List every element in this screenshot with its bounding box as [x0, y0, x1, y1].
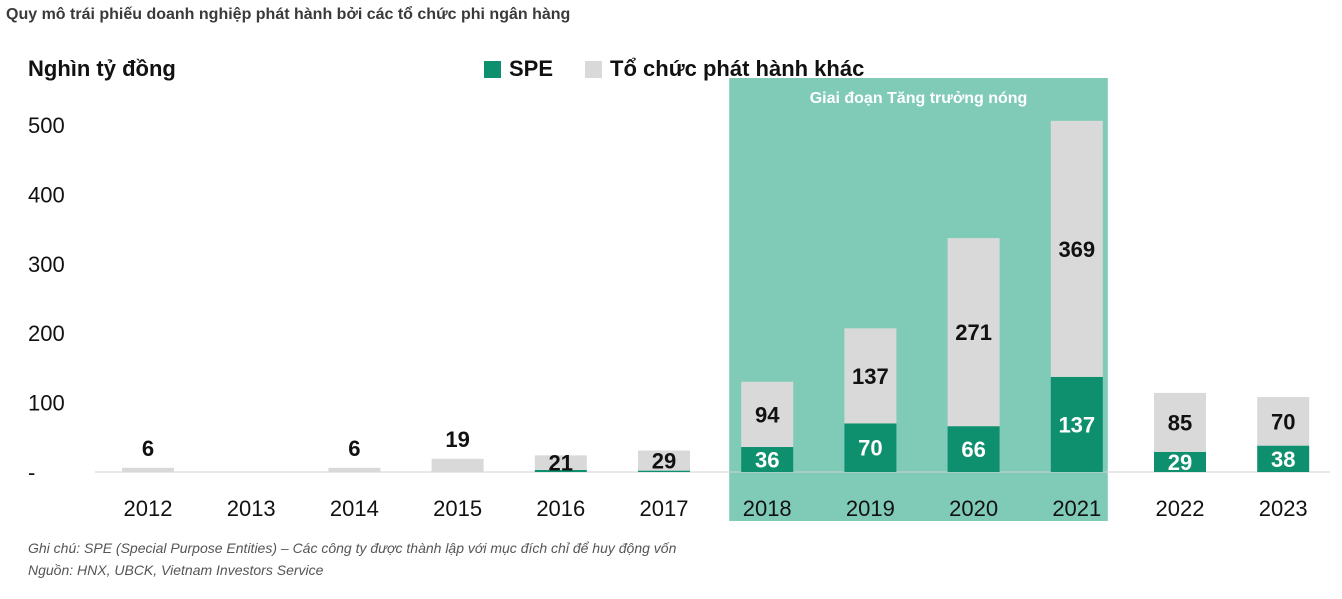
- bar-spe-2019: [844, 423, 897, 472]
- chart-title: Quy mô trái phiếu doanh nghiệp phát hành…: [6, 6, 571, 23]
- data-label-other: 369: [1058, 237, 1095, 262]
- legend-swatch-spe: [484, 60, 501, 78]
- x-tick-label: 2012: [124, 496, 173, 521]
- y-tick-label: 400: [28, 182, 65, 207]
- bar-other-2018: [741, 381, 794, 448]
- x-tick-label: 2022: [1156, 496, 1205, 521]
- bar-spe-2020: [947, 426, 1000, 472]
- data-label-spe: 36: [755, 448, 779, 473]
- x-tick-label: 2021: [1052, 496, 1101, 521]
- data-label-other: 19: [445, 427, 469, 452]
- bar-spe-2017: [638, 470, 690, 472]
- data-label-other: 94: [755, 402, 780, 427]
- x-tick-label: 2013: [227, 496, 276, 521]
- bar-other-2023: [1257, 397, 1310, 446]
- bar-spe-2023: [1257, 445, 1310, 472]
- data-label-spe: 70: [858, 436, 882, 461]
- data-label-other: 137: [852, 364, 889, 389]
- bar-other-2012: [122, 467, 174, 472]
- highlight-label: Giai đoạn Tăng trưởng nóng: [810, 90, 1028, 107]
- x-tick-label: 2023: [1259, 496, 1308, 521]
- legend-item-other: Tổ chức phát hành khác: [585, 56, 864, 82]
- y-tick-label: 200: [28, 321, 65, 346]
- legend-swatch-other: [585, 60, 603, 78]
- x-tick-label: 2018: [743, 496, 792, 521]
- legend-item-spe: SPE: [484, 56, 553, 82]
- bar-other-2019: [844, 328, 897, 424]
- x-tick-label: 2016: [536, 496, 585, 521]
- source-note: Nguồn: HNX, UBCK, Vietnam Investors Serv…: [28, 562, 324, 578]
- bar-spe-2022: [1154, 451, 1206, 472]
- y-tick-label: 100: [28, 391, 65, 416]
- data-label-spe: 66: [961, 437, 985, 462]
- bar-other-2016: [534, 455, 587, 470]
- x-tick-label: 2019: [846, 496, 895, 521]
- bar-other-2020: [947, 238, 1000, 427]
- x-tick-label: 2014: [330, 496, 379, 521]
- bar-spe-2018: [741, 447, 794, 472]
- y-tick-label: 300: [28, 252, 65, 277]
- bar-spe-2016: [534, 469, 587, 472]
- bar-other-2017: [638, 450, 690, 471]
- y-tick-label: 500: [28, 113, 65, 138]
- bar-other-2022: [1154, 392, 1206, 452]
- bar-other-2021: [1050, 120, 1103, 377]
- legend-label-spe: SPE: [509, 56, 554, 81]
- data-label-other: 271: [955, 320, 992, 345]
- data-label-other: 6: [142, 436, 154, 461]
- bar-other-2014: [328, 467, 381, 472]
- data-label-other: 6: [348, 436, 360, 461]
- y-tick-label: -: [28, 460, 35, 485]
- x-tick-label: 2017: [640, 496, 689, 521]
- footnote: Ghi chú: SPE (Special Purpose Entities) …: [28, 540, 677, 556]
- data-label-other: 21: [549, 451, 573, 476]
- bar-spe-2021: [1050, 376, 1103, 472]
- legend-label-other: Tổ chức phát hành khác: [610, 56, 865, 81]
- data-label-spe: 38: [1271, 447, 1295, 472]
- data-label-spe: 137: [1058, 412, 1095, 437]
- x-tick-label: 2020: [949, 496, 998, 521]
- data-label-spe: 29: [1168, 450, 1192, 475]
- data-label-other: 70: [1271, 409, 1295, 434]
- data-label-other: 85: [1168, 410, 1192, 435]
- bar-other-2015: [431, 458, 484, 472]
- legend: SPE Tổ chức phát hành khác: [484, 56, 896, 82]
- x-tick-label: 2015: [433, 496, 482, 521]
- data-label-other: 29: [652, 449, 676, 474]
- y-axis-unit-label: Nghìn tỷ đồng: [28, 56, 176, 81]
